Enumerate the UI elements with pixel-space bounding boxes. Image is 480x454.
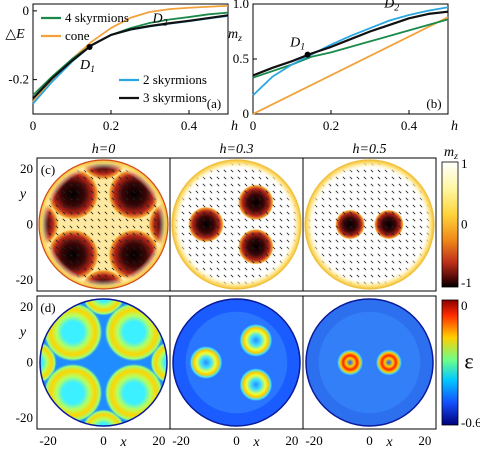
colorbar-mz-tick: -1 bbox=[461, 275, 472, 290]
colorbar-eps-tick: 0 bbox=[461, 298, 468, 313]
map-content-mz bbox=[305, 160, 434, 289]
panel-label-d: (d) bbox=[40, 300, 55, 315]
y-axis-label: y bbox=[18, 187, 27, 202]
x-tick-label: 20 bbox=[418, 433, 431, 448]
legend-label-sk3: 3 skyrmions bbox=[143, 90, 207, 105]
x-tick-label: -20 bbox=[305, 433, 322, 448]
colorbar-eps bbox=[441, 299, 459, 426]
edge-tilt bbox=[39, 160, 168, 289]
map-content-mz bbox=[39, 160, 168, 289]
edge-energy-ring bbox=[150, 340, 167, 385]
x-tick-label: 0.2 bbox=[103, 118, 119, 133]
y-axis-label: △E bbox=[5, 27, 25, 42]
panel-label: (a) bbox=[207, 96, 221, 111]
x-axis-label: h bbox=[231, 119, 238, 134]
disk-edge bbox=[171, 159, 302, 290]
x-tick-label: 20 bbox=[152, 433, 165, 448]
disk-inner-tint bbox=[318, 311, 421, 414]
marker-D1 bbox=[304, 51, 311, 58]
energy-ring bbox=[238, 367, 273, 402]
y-tick-label: 20 bbox=[20, 299, 33, 314]
y-tick-label: -0.2 bbox=[8, 72, 29, 87]
colorbar-eps-label: ε bbox=[464, 349, 473, 374]
edge-energy-ring bbox=[81, 409, 126, 426]
map-content-mz bbox=[172, 160, 301, 289]
map-content-eps bbox=[306, 299, 433, 426]
series-line-cone bbox=[252, 16, 449, 115]
colorbar-mz-label: mz bbox=[444, 145, 458, 162]
edge-tilt bbox=[172, 160, 301, 289]
maps-grid: h=0 h=0.3 h=0.5 (c) (d) 20 0 -20 y 20 0 -20 y -20 0 20 x… bbox=[16, 142, 480, 450]
series-line-sk3 bbox=[252, 10, 449, 77]
colorbar-eps-tick: -0.6 bbox=[461, 415, 480, 430]
x-axis-label: x bbox=[252, 435, 260, 450]
edge-energy-ring bbox=[81, 299, 126, 316]
y-tick-label: 0 bbox=[23, 3, 30, 18]
disk-edge bbox=[38, 159, 169, 290]
x-tick-label: -20 bbox=[39, 433, 56, 448]
energy-ring bbox=[189, 345, 224, 380]
marker-D1 bbox=[86, 43, 93, 50]
y-axis-label: mz bbox=[228, 27, 242, 44]
y-tick-label: 20 bbox=[20, 161, 33, 176]
y-tick-label: 0 bbox=[27, 355, 34, 370]
column-title: h=0 bbox=[92, 142, 115, 157]
x-tick-label: 0 bbox=[366, 433, 373, 448]
x-tick-label: -20 bbox=[172, 433, 189, 448]
panel-label: (b) bbox=[426, 96, 441, 111]
x-tick-label: 0 bbox=[100, 433, 107, 448]
x-tick-label: 20 bbox=[285, 433, 298, 448]
y-tick-label: -20 bbox=[16, 410, 33, 425]
legend-label-sk4: 4 skyrmions bbox=[65, 10, 129, 25]
disk-edge bbox=[172, 298, 301, 427]
column-title: h=0.3 bbox=[220, 142, 254, 157]
disk-edge bbox=[39, 298, 168, 427]
map-content-eps bbox=[173, 299, 300, 426]
panel-label-c: (c) bbox=[41, 162, 55, 177]
x-tick-label: 0.2 bbox=[323, 118, 339, 133]
x-axis-label: x bbox=[385, 435, 393, 450]
energy-ring bbox=[238, 323, 273, 358]
disk-edge bbox=[305, 298, 434, 427]
legend-label-cone: cone bbox=[65, 28, 90, 43]
x-tick-label: 0.4 bbox=[181, 118, 198, 133]
legend-label-sk2: 2 skyrmions bbox=[143, 72, 207, 87]
edge-energy-ring bbox=[40, 340, 57, 385]
colorbar-mz-tick: 0 bbox=[461, 217, 468, 232]
y-tick-label: 0 bbox=[27, 217, 34, 232]
column-title: h=0.5 bbox=[353, 142, 387, 157]
series-line-sk2 bbox=[252, 6, 449, 96]
colorbar-mz-tick: 1 bbox=[461, 156, 468, 171]
x-axis-label: h bbox=[451, 119, 458, 134]
x-tick-label: 0 bbox=[250, 118, 257, 133]
energy-ring bbox=[336, 348, 365, 377]
map-content-eps bbox=[40, 299, 167, 426]
colorbar-mz bbox=[441, 161, 459, 288]
series-line-sk4 bbox=[32, 11, 229, 96]
plot-frame bbox=[252, 3, 449, 115]
y-tick-label: 0.5 bbox=[233, 51, 249, 66]
y-tick-label: 0 bbox=[243, 106, 250, 121]
annotation-D2: D2 bbox=[383, 0, 399, 14]
disk-edge bbox=[304, 159, 435, 290]
series-line-sk3 bbox=[32, 14, 229, 100]
x-axis-label: x bbox=[119, 435, 127, 450]
x-tick-label: 0.4 bbox=[401, 118, 418, 133]
y-axis-label: y bbox=[18, 325, 27, 340]
x-tick-label: 0 bbox=[30, 118, 37, 133]
y-tick-label: 1.0 bbox=[233, 0, 249, 11]
x-tick-label: 0 bbox=[233, 433, 240, 448]
plot-frame bbox=[32, 3, 229, 115]
edge-tilt bbox=[305, 160, 434, 289]
energy-ring bbox=[374, 348, 403, 377]
y-tick-label: -20 bbox=[16, 272, 33, 287]
